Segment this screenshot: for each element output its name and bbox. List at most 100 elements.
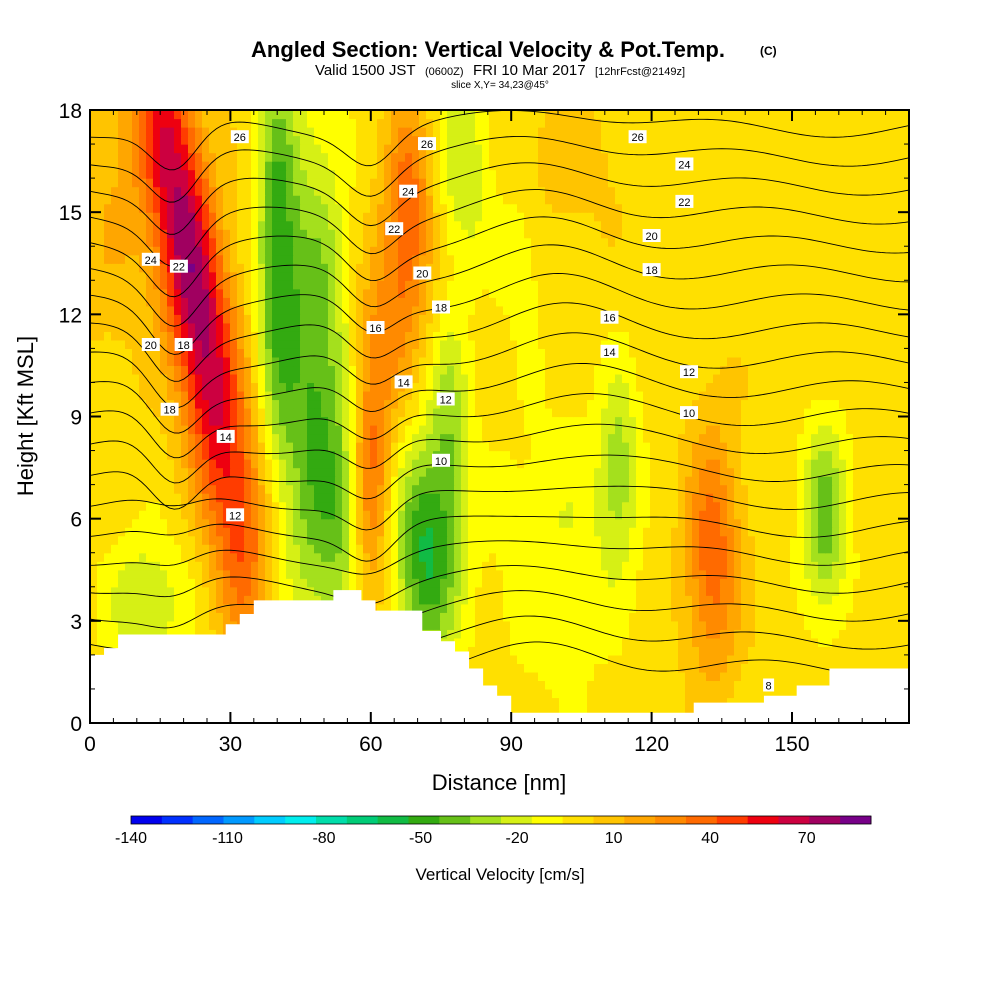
heat-cell [888,484,896,494]
heat-cell [440,373,448,384]
heat-cell [741,484,749,494]
heat-cell [314,484,322,494]
heat-cell [321,433,329,443]
heat-cell [790,501,798,511]
heat-cell [160,356,168,367]
heat-cell [356,552,364,562]
heat-cell [776,527,784,537]
heat-cell [195,382,203,392]
heat-cell [881,663,889,673]
heat-cell [804,373,812,384]
heat-cell [370,467,378,477]
heat-cell [804,484,812,494]
heat-cell [377,425,385,435]
heat-cell [391,442,399,452]
heat-cell [209,544,217,554]
heat-cell [881,518,889,528]
heat-cell [692,595,700,605]
heat-cell [559,365,567,375]
heat-cell [475,476,483,486]
heat-cell [594,493,602,503]
heat-cell [615,510,623,520]
heat-cell [230,407,238,418]
heat-cell [440,365,448,375]
heat-cell [125,390,133,401]
heat-cell [132,578,140,588]
heat-cell [566,459,574,469]
heat-cell [118,603,126,613]
heat-cell [685,663,693,673]
heat-cell [853,450,861,460]
heat-cell [811,373,819,384]
heat-cell [587,535,595,545]
heat-cell [776,450,784,460]
heat-cell [125,510,133,520]
heat-cell [783,510,791,520]
heat-cell [111,578,119,588]
heat-cell [727,629,735,639]
heat-cell [468,476,476,486]
heat-cell [328,484,336,494]
heat-cell [734,569,742,579]
heat-cell [783,544,791,554]
heat-cell [293,399,301,409]
heat-cell [881,399,889,409]
heat-cell [678,518,686,528]
heat-cell [867,510,875,520]
heat-cell [615,484,623,494]
heat-cell [104,365,112,375]
heat-cell [895,493,903,503]
heat-cell [307,382,315,392]
heat-cell [307,510,315,520]
heat-cell [223,501,231,511]
heat-cell [482,569,490,579]
heat-cell [398,595,406,605]
heat-cell [139,586,147,596]
heat-cell [349,561,357,571]
heat-cell [391,578,399,588]
heat-cell [888,646,896,656]
heat-cell [867,527,875,537]
heat-cell [811,629,819,639]
heat-cell [664,612,672,622]
heat-cell [811,680,819,690]
heat-cell [524,433,532,443]
heat-cell [293,459,301,469]
heat-cell [853,552,861,562]
heat-cell [370,433,378,443]
heat-cell [307,561,315,571]
heat-cell [447,535,455,545]
heat-cell [650,654,658,664]
heat-cell [216,450,224,460]
heat-cell [482,425,490,435]
heat-cell [580,671,588,682]
heat-cell [139,595,147,605]
heat-cell [90,493,98,503]
heat-cell [720,586,728,596]
heat-cell [734,646,742,656]
heat-cell [496,654,504,664]
heat-cell [181,586,189,596]
heat-cell [90,476,98,486]
heat-cell [832,476,840,486]
heat-cell [321,356,329,367]
heat-cell [664,663,672,673]
heat-cell [538,373,546,384]
heat-cell [272,595,280,605]
heat-cell [97,620,105,630]
heat-cell [321,501,329,511]
heat-cell [615,425,623,435]
heat-cell [104,382,112,392]
heat-cell [720,433,728,443]
heat-cell [727,433,735,443]
heat-cell [97,459,105,469]
heat-cell [566,407,574,418]
heat-cell [181,510,189,520]
heat-cell [720,663,728,673]
heat-cell [790,433,798,443]
heat-cell [545,467,553,477]
heat-cell [244,399,252,409]
heat-cell [510,510,518,520]
heat-cell [790,578,798,588]
